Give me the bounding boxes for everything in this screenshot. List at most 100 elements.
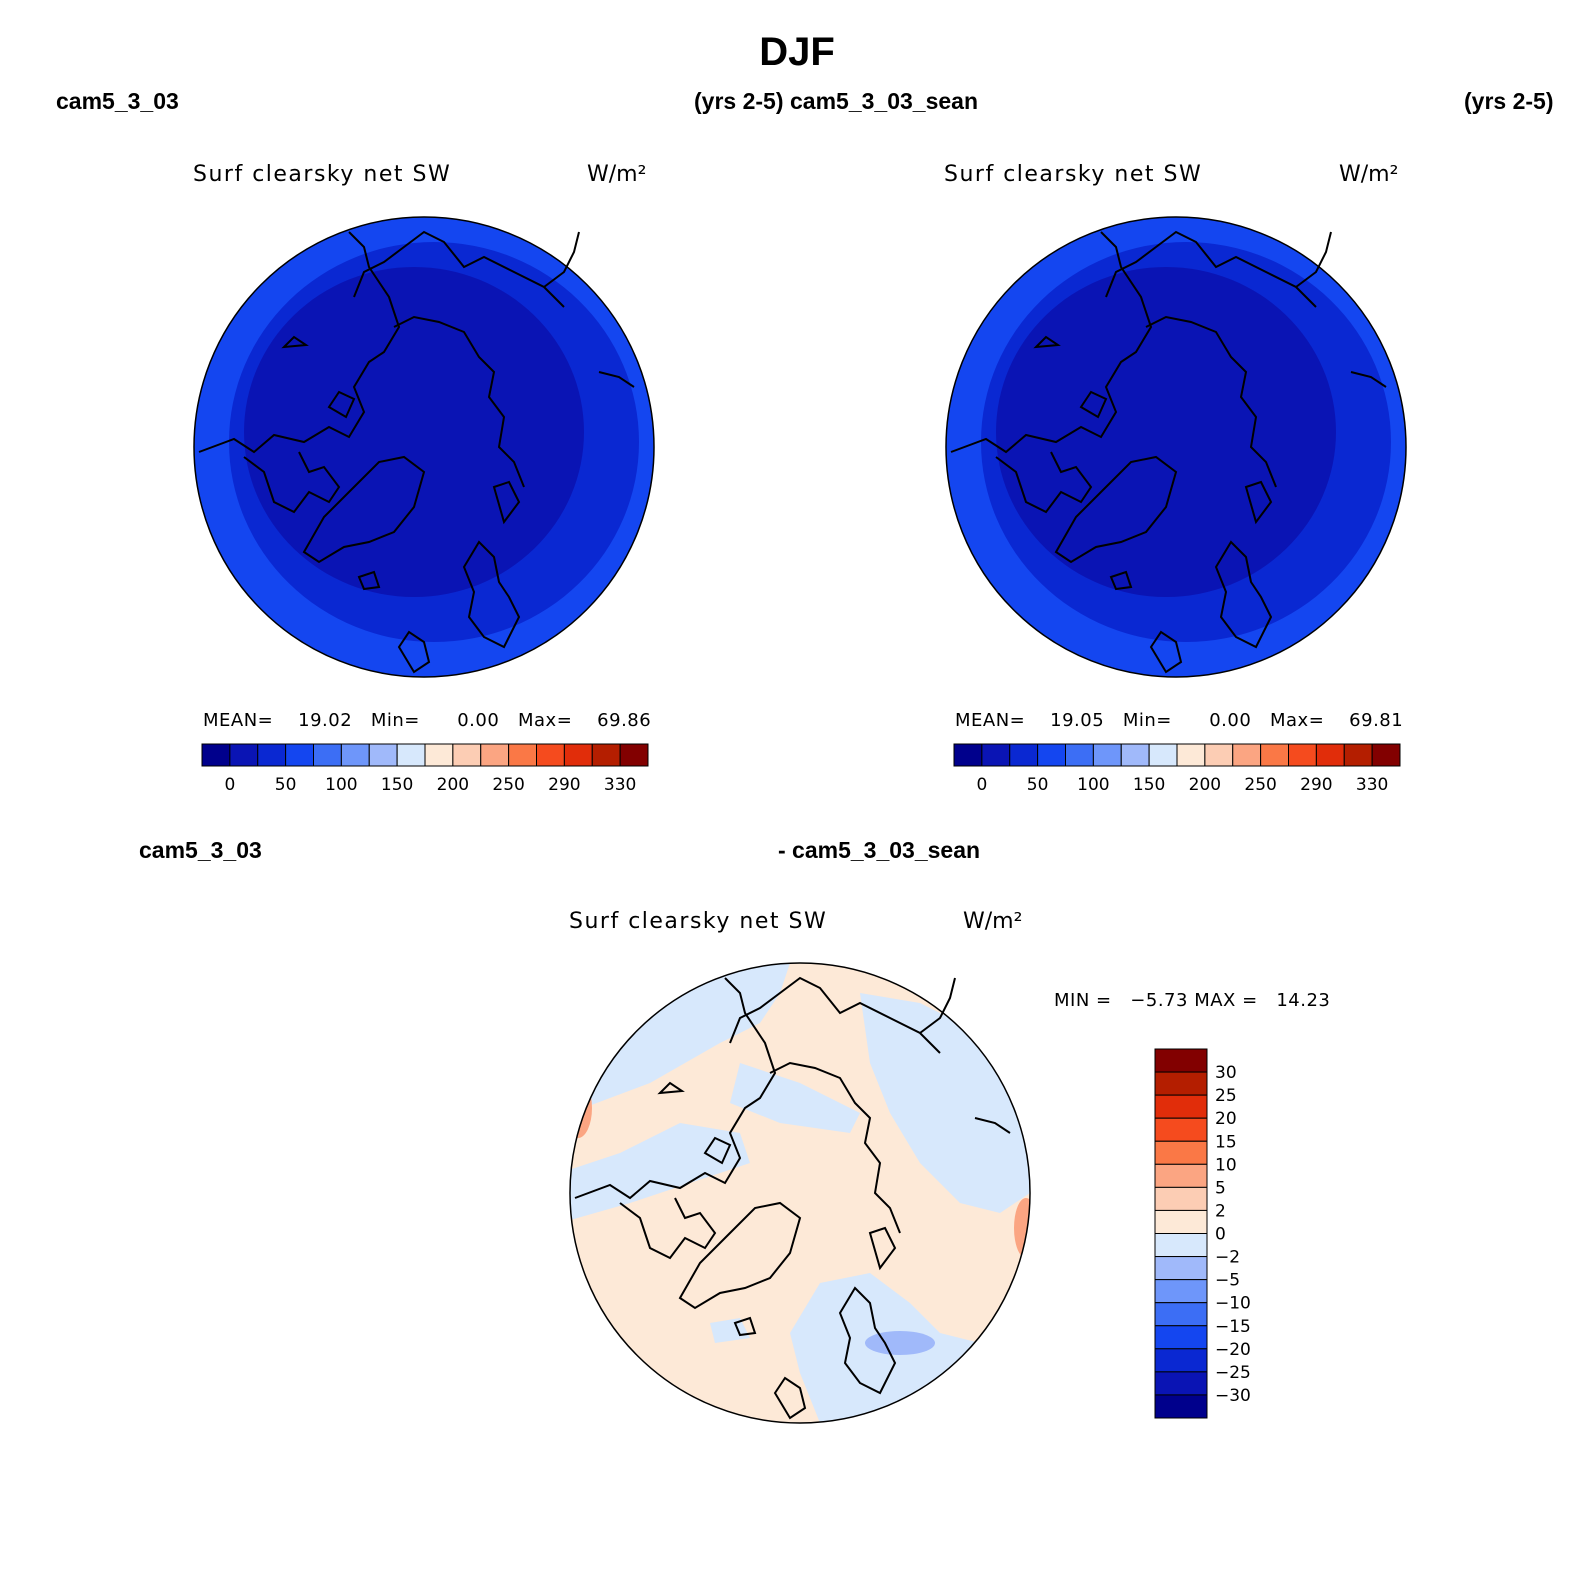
coastline-7 <box>919 977 956 1034</box>
coastline-6 <box>1105 230 1317 308</box>
panel2-colorbar-tick-5: 250 <box>1244 775 1276 795</box>
panel3-colorbar-box-7 <box>1154 1209 1208 1234</box>
panel1-colorbar-box-2 <box>257 743 287 767</box>
panel2-max-label: Max= <box>1269 710 1325 731</box>
panel1-colorbar-box-13 <box>563 743 593 767</box>
panel3-colorbar-box-5 <box>1154 1163 1208 1188</box>
coastline-9 <box>657 1081 685 1095</box>
panel1-units: W/m² <box>587 162 647 187</box>
panel2-units: W/m² <box>1339 162 1399 187</box>
panel2-colorbar-box-0 <box>953 743 983 767</box>
panel3-colorbar-tick-7: 0 <box>1215 1225 1226 1245</box>
panel1-colorbar-box-4 <box>313 743 342 767</box>
panel3-colorbar-tick-1: 25 <box>1215 1086 1237 1106</box>
field-inner <box>244 267 584 597</box>
panel3-colorbar-tick-0: 30 <box>1215 1063 1237 1083</box>
panel1-colorbar-box-12 <box>536 743 565 767</box>
coastline-9 <box>281 335 309 349</box>
panel3-colorbar-tick-14: −30 <box>1215 1386 1251 1406</box>
panel3-min-value: −5.73 <box>1130 990 1188 1011</box>
panel2-colorbar-box-5 <box>1092 743 1122 767</box>
panel3-colorbar-tick-3: 15 <box>1215 1132 1237 1152</box>
diff-negative-region-5 <box>710 1318 750 1343</box>
panel1-colorbar-box-3 <box>285 743 314 767</box>
panel3-colorbar-box-2 <box>1154 1094 1208 1119</box>
map1-boundary <box>193 216 655 678</box>
coastline-2 <box>1054 455 1178 564</box>
map2-field <box>946 217 1406 677</box>
panel3-colorbar-tick-6: 2 <box>1215 1201 1226 1221</box>
map3-field <box>570 963 1030 1423</box>
panel1-min-value: 0.00 <box>457 710 500 731</box>
panel2-colorbar-tick-1: 50 <box>1027 775 1049 795</box>
panel3-colorbar-tick-9: −5 <box>1215 1271 1240 1291</box>
panel2-colorbar-tick-4: 200 <box>1189 775 1221 795</box>
panel3-colorbar-box-4 <box>1154 1140 1208 1165</box>
map2-coastlines <box>950 230 1387 674</box>
panel1-colorbar: 0 50 100 150 200 250 290 330 <box>201 743 649 795</box>
coastline-2 <box>302 455 426 564</box>
panel3-title: Surf clearsky net SW <box>569 909 828 934</box>
panel1-colorbar-box-11 <box>508 743 537 767</box>
panel2-mean-label: MEAN= <box>955 710 1026 731</box>
panel1-colorbar-box-6 <box>368 743 398 767</box>
coastline-3 <box>393 315 525 488</box>
panel1-max-label: Max= <box>517 710 573 731</box>
coastline-11 <box>1350 371 1387 388</box>
diff-strong-positive-west <box>570 1078 592 1138</box>
page-title: DJF <box>759 30 835 74</box>
panel2-colorbar-box-3 <box>1037 743 1066 767</box>
coastline-5 <box>1149 630 1183 674</box>
panel2-min-label: Min= <box>1122 710 1172 731</box>
panel1-colorbar-box-0 <box>201 743 231 767</box>
coastline-8 <box>1079 390 1108 419</box>
panel3-colorbar-box-1 <box>1154 1071 1208 1096</box>
panel3-colorbar-box-11 <box>1154 1302 1208 1327</box>
coastline-4 <box>1214 540 1273 649</box>
panel3-colorbar-box-8 <box>1154 1233 1208 1258</box>
panel1-max-value: 69.86 <box>597 710 652 731</box>
panel1-min-label: Min= <box>370 710 420 731</box>
coastline-6 <box>353 230 565 308</box>
top-right-case-label: cam5_3_03_sean <box>790 88 978 114</box>
coastline-8 <box>327 390 356 419</box>
coastline-1 <box>995 451 1093 514</box>
panel3-min-label: MIN = <box>1054 990 1112 1011</box>
diff-negative-region-1 <box>570 1123 750 1223</box>
panel3-colorbar-tick-2: 20 <box>1215 1109 1237 1129</box>
panel1-mean-label: MEAN= <box>203 710 274 731</box>
bottom-right-case-label: - cam5_3_03_sean <box>778 837 981 863</box>
panel1-colorbar-tick-0: 0 <box>224 775 235 795</box>
panel2-colorbar-tick-0: 0 <box>976 775 987 795</box>
coastline-2 <box>678 1201 802 1310</box>
coastline-12 <box>868 1226 897 1271</box>
coastline-1 <box>619 1197 717 1260</box>
panel2-colorbar: 0 50 100 150 200 250 290 330 <box>953 743 1401 795</box>
top-left-case-label: cam5_3_03 <box>56 88 179 114</box>
coastline-10 <box>357 570 381 591</box>
map1-field <box>194 217 654 677</box>
panel2-stats: MEAN= 19.05 Min= 0.00 Max= 69.81 <box>955 710 1403 731</box>
panel3-colorbar-box-6 <box>1154 1186 1208 1211</box>
field-inner <box>996 267 1336 597</box>
panel1-colorbar-box-8 <box>424 743 454 767</box>
panel3-colorbar-box-0 <box>1154 1048 1208 1073</box>
panel1-map <box>193 216 655 678</box>
coastline-10 <box>733 1316 757 1337</box>
panel3-stats: MIN = −5.73 MAX = 14.23 <box>1054 990 1330 1011</box>
panel2-colorbar-box-6 <box>1120 743 1150 767</box>
coastline-6 <box>729 976 941 1054</box>
panel2-mean-value: 19.05 <box>1050 710 1105 731</box>
panel1-colorbar-tick-7: 330 <box>604 775 636 795</box>
panel3-map <box>569 962 1031 1424</box>
panel1-colorbar-tick-3: 150 <box>381 775 413 795</box>
panel2-colorbar-box-10 <box>1232 743 1262 767</box>
panel2-colorbar-box-7 <box>1148 743 1178 767</box>
panel1-mean-value: 19.02 <box>298 710 353 731</box>
panel3-colorbar-box-9 <box>1154 1256 1208 1281</box>
panel2-title: Surf clearsky net SW <box>944 162 1203 187</box>
coastline-0 <box>574 977 777 1200</box>
panel2-colorbar-tick-7: 330 <box>1356 775 1388 795</box>
